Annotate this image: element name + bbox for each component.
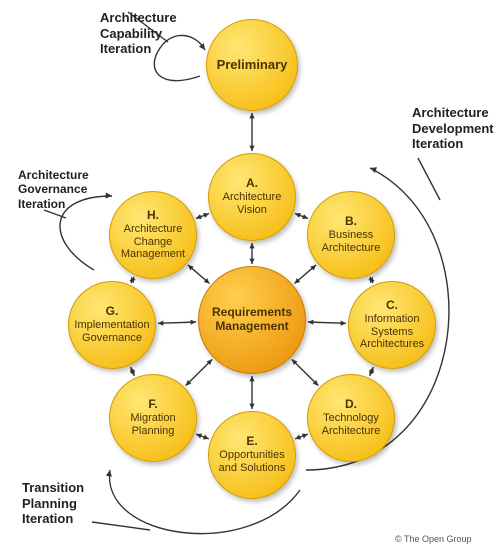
diagram-stage: Requirements Management Preliminary A. A… [0, 0, 504, 550]
phase-label: Implementation Governance [74, 319, 149, 344]
phase-letter: H. [147, 209, 159, 223]
phase-label: Opportunities and Solutions [215, 449, 289, 474]
node-preliminary: Preliminary [206, 19, 298, 111]
annotation-governance-iteration: Architecture Governance Iteration [18, 168, 89, 211]
node-phase-h: H. Architecture Change Management [109, 191, 197, 279]
phase-letter: B. [345, 215, 357, 229]
phase-letter: G. [106, 305, 119, 319]
phase-label: Architecture Change Management [116, 223, 190, 261]
phase-letter: F. [148, 398, 157, 412]
node-label: Requirements Management [205, 306, 299, 334]
phase-label: Business Architecture [314, 229, 388, 254]
node-phase-g: G. Implementation Governance [68, 281, 156, 369]
phase-label: Architecture Vision [215, 191, 289, 216]
phase-label: Migration Planning [116, 412, 190, 437]
annotation-development-iteration: Architecture Development Iteration [412, 105, 494, 152]
node-phase-a: A. Architecture Vision [208, 153, 296, 241]
phase-label: Technology Architecture [314, 412, 388, 437]
node-phase-f: F. Migration Planning [109, 374, 197, 462]
annotation-transition-iteration: Transition Planning Iteration [22, 480, 84, 527]
phase-label: Information Systems Architectures [355, 313, 429, 351]
copyright-text: © The Open Group [395, 534, 472, 544]
phase-letter: C. [386, 299, 398, 313]
node-requirements-management: Requirements Management [198, 266, 306, 374]
node-phase-e: E. Opportunities and Solutions [208, 411, 296, 499]
phase-letter: D. [345, 398, 357, 412]
phase-letter: A. [246, 177, 258, 191]
node-phase-c: C. Information Systems Architectures [348, 281, 436, 369]
node-label: Preliminary [217, 58, 288, 73]
annotation-capability-iteration: Architecture Capability Iteration [100, 10, 177, 57]
node-phase-b: B. Business Architecture [307, 191, 395, 279]
phase-letter: E. [246, 435, 257, 449]
node-phase-d: D. Technology Architecture [307, 374, 395, 462]
